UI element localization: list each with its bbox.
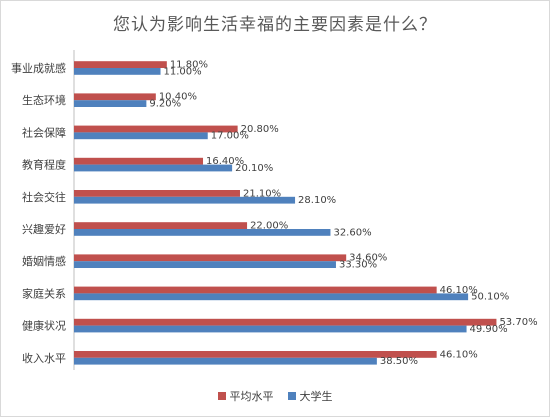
- category-label: 婚姻情感: [22, 254, 66, 268]
- category-label: 社会保障: [22, 125, 66, 139]
- category-label: 健康状况: [22, 319, 66, 333]
- data-label-series-1: 22.00%: [250, 221, 288, 232]
- data-label-series-1: 20.80%: [241, 124, 279, 135]
- legend-item-series-2: 大学生: [287, 388, 333, 404]
- bar-series-2: [74, 132, 208, 140]
- bar-series-2: [74, 261, 336, 268]
- bar-series-2: [74, 68, 161, 75]
- bar-series-1: [74, 286, 437, 294]
- bar-series-2: [74, 357, 377, 365]
- bar-series-2: [74, 100, 147, 107]
- chart-legend: 平均水平 大学生: [0, 388, 550, 404]
- legend-label-series-1: 平均水平: [229, 390, 274, 403]
- bar-series-1: [74, 351, 437, 358]
- bar-series-2: [74, 164, 233, 172]
- bar-series-2: [74, 325, 467, 333]
- bar-series-1: [74, 61, 167, 68]
- data-label-series-2: 38.50%: [380, 356, 418, 367]
- chart-title: 您认为影响生活幸福的主要因素是什么？: [113, 15, 437, 35]
- legend-item-series-1: 平均水平: [217, 388, 274, 404]
- bar-series-1: [74, 93, 156, 101]
- data-label-series-2: 49.90%: [470, 324, 508, 335]
- category-label: 兴趣爱好: [22, 222, 66, 236]
- data-label-series-2: 33.30%: [339, 260, 377, 271]
- data-label-series-2: 32.60%: [333, 227, 371, 238]
- data-label-series-1: 21.10%: [243, 188, 281, 199]
- category-label: 事业成就感: [11, 61, 66, 75]
- category-label: 家庭关系: [22, 286, 66, 300]
- category-label: 收入水平: [22, 351, 66, 365]
- data-label-series-1: 16.40%: [206, 156, 244, 167]
- data-label-series-2: 20.10%: [235, 163, 273, 174]
- data-label-series-1: 46.10%: [440, 349, 478, 360]
- bar-series-2: [74, 229, 331, 236]
- data-label-series-2: 50.10%: [471, 292, 509, 303]
- data-label-series-1: 46.10%: [440, 285, 478, 296]
- category-label: 教育程度: [22, 158, 66, 172]
- data-label-series-2: 9.20%: [149, 99, 181, 110]
- bar-series-2: [74, 196, 296, 204]
- legend-swatch-series-1: [217, 392, 226, 400]
- data-label-series-1: 34.60%: [349, 253, 387, 264]
- legend-swatch-series-2: [287, 392, 296, 400]
- bar-series-1: [74, 318, 497, 326]
- data-label-series-1: 10.40%: [159, 92, 197, 103]
- data-label-series-2: 28.10%: [298, 195, 336, 206]
- data-label-series-1: 11.80%: [170, 60, 208, 71]
- legend-label-series-2: 大学生: [299, 390, 333, 403]
- bar-series-1: [74, 190, 240, 197]
- bar-series-1: [74, 254, 347, 262]
- category-label: 生态环境: [22, 93, 66, 107]
- bar-series-2: [74, 293, 469, 301]
- category-label: 社会交往: [22, 190, 66, 204]
- data-label-series-2: 17.00%: [211, 131, 249, 142]
- bar-series-1: [74, 125, 238, 133]
- data-label-series-1: 53.70%: [499, 317, 537, 328]
- bar-series-1: [74, 222, 248, 229]
- bar-series-1: [74, 157, 204, 165]
- data-label-series-2: 11.00%: [164, 66, 202, 77]
